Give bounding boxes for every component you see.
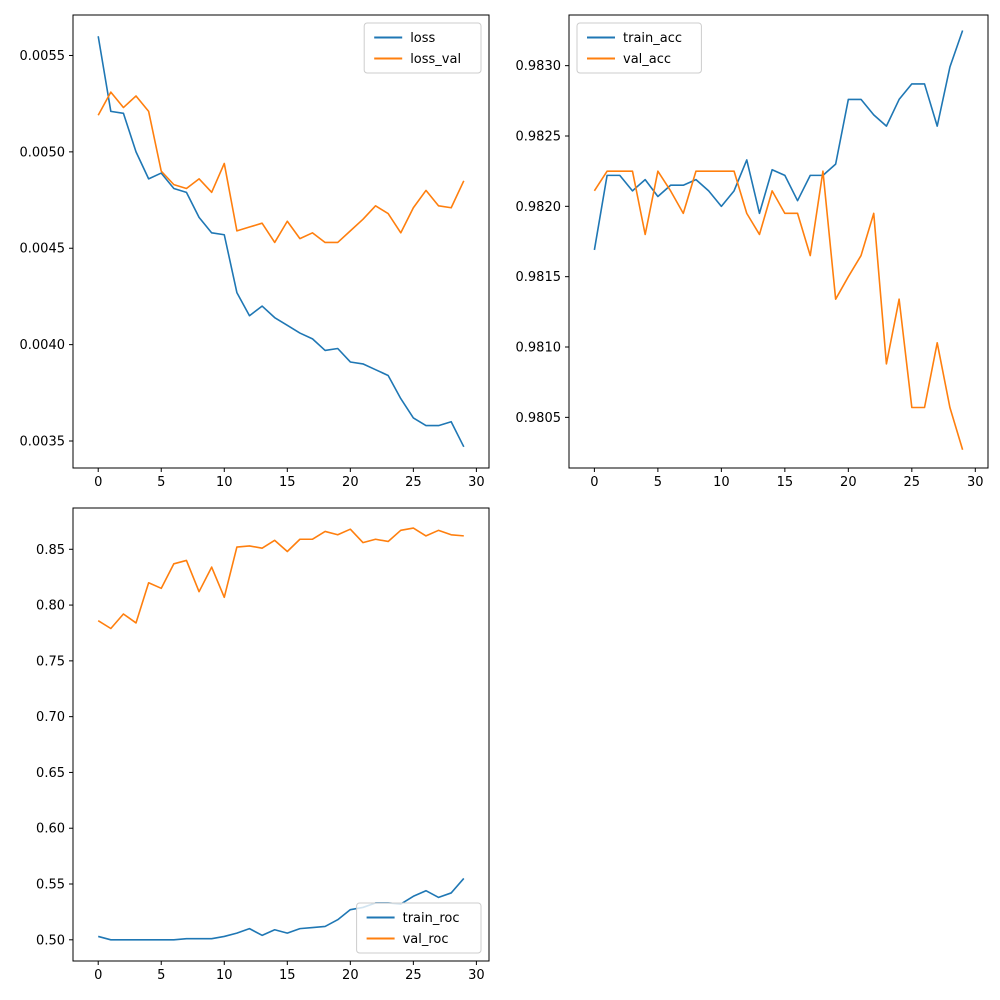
accuracy-xtick-label: 5: [654, 475, 662, 490]
loss-legend-label: loss: [410, 31, 435, 46]
roc-ytick-label: 0.55: [36, 878, 65, 893]
accuracy-ytick-label: 0.9830: [516, 59, 562, 74]
loss-ticks: 0 5 10 15 20 25 30 0.0035 0.0040 0.0045 0.0050 0.00…: [20, 49, 485, 490]
roc-ytick-label: 0.85: [36, 543, 65, 558]
val-roc-legend-label: val_roc: [403, 932, 449, 947]
loss-xtick-label: 25: [405, 475, 422, 490]
train-acc-line: [593, 30, 964, 251]
loss-xtick-label: 0: [94, 475, 102, 490]
train-acc-legend-label: train_acc: [623, 31, 682, 46]
roc-axes-frame: [72, 507, 490, 962]
accuracy-lines: [593, 30, 964, 450]
accuracy-ytick-label: 0.9805: [516, 411, 562, 426]
roc-xtick-label: 0: [94, 968, 102, 983]
accuracy-xtick-label: 0: [590, 475, 598, 490]
roc-xtick-label: 5: [157, 968, 165, 983]
loss-xtick-label: 20: [342, 475, 359, 490]
roc-xtick-label: 10: [216, 968, 233, 983]
accuracy-xtick-label: 30: [967, 475, 984, 490]
loss-xtick-label: 10: [216, 475, 233, 490]
roc-xtick-label: 15: [279, 968, 296, 983]
loss-val-line: [97, 91, 465, 244]
roc-ytick-label: 0.60: [36, 822, 65, 837]
loss-ytick-label: 0.0035: [20, 435, 66, 450]
roc-subplot: 0 5 10 15 20 25 30 0.50 0.55 0.60 0.65 0.70 0.75 0.80…: [36, 507, 490, 983]
loss-subplot: 0 5 10 15 20 25 30 0.0035 0.0040 0.0045 0.0050 0.00…: [20, 14, 490, 490]
loss-ytick-label: 0.0045: [20, 242, 66, 257]
roc-ytick-label: 0.70: [36, 710, 65, 725]
roc-xtick-label: 25: [405, 968, 422, 983]
loss-xtick-label: 15: [279, 475, 296, 490]
accuracy-xtick-label: 15: [777, 475, 794, 490]
roc-legend: train_roc val_roc: [356, 902, 482, 954]
roc-ytick-label: 0.75: [36, 654, 65, 669]
loss-ytick-label: 0.0040: [20, 338, 66, 353]
loss-axes-frame: [72, 14, 490, 469]
roc-legend-box: [356, 902, 482, 954]
accuracy-legend-box: [576, 22, 702, 74]
accuracy-axes-frame: [568, 14, 989, 469]
accuracy-subplot: 0 5 10 15 20 25 30 0.9805 0.9810 0.9815 0.9820 0.98…: [516, 14, 989, 490]
val-acc-line: [593, 170, 964, 450]
roc-ytick-label: 0.65: [36, 766, 65, 781]
loss-ytick-label: 0.0055: [20, 49, 66, 64]
accuracy-legend: train_acc val_acc: [576, 22, 702, 74]
val-roc-line: [97, 527, 464, 630]
accuracy-ticks: 0 5 10 15 20 25 30 0.9805 0.9810 0.9815 0.9820 0.98…: [516, 59, 984, 490]
loss-xtick-label: 5: [157, 475, 165, 490]
accuracy-ytick-label: 0.9825: [516, 129, 562, 144]
loss-val-legend-label: loss_val: [410, 52, 461, 67]
roc-ticks: 0 5 10 15 20 25 30 0.50 0.55 0.60 0.65 0.70 0.75 0.80…: [36, 543, 485, 983]
loss-line: [97, 36, 465, 448]
roc-xtick-label: 20: [342, 968, 359, 983]
accuracy-ytick-label: 0.9820: [516, 200, 562, 215]
loss-legend-box: [363, 22, 482, 74]
loss-lines: [97, 36, 465, 448]
accuracy-xtick-label: 25: [904, 475, 921, 490]
loss-legend: loss loss_val: [363, 22, 482, 74]
roc-ytick-label: 0.80: [36, 599, 65, 614]
accuracy-xtick-label: 20: [840, 475, 857, 490]
val-acc-legend-label: val_acc: [623, 52, 671, 67]
train-roc-legend-label: train_roc: [403, 911, 460, 926]
loss-xtick-label: 30: [468, 475, 485, 490]
accuracy-xtick-label: 10: [713, 475, 730, 490]
accuracy-ytick-label: 0.9815: [516, 270, 562, 285]
loss-ytick-label: 0.0050: [20, 145, 66, 160]
roc-ytick-label: 0.50: [36, 933, 65, 948]
roc-xtick-label: 30: [468, 968, 485, 983]
accuracy-ytick-label: 0.9810: [516, 341, 562, 356]
